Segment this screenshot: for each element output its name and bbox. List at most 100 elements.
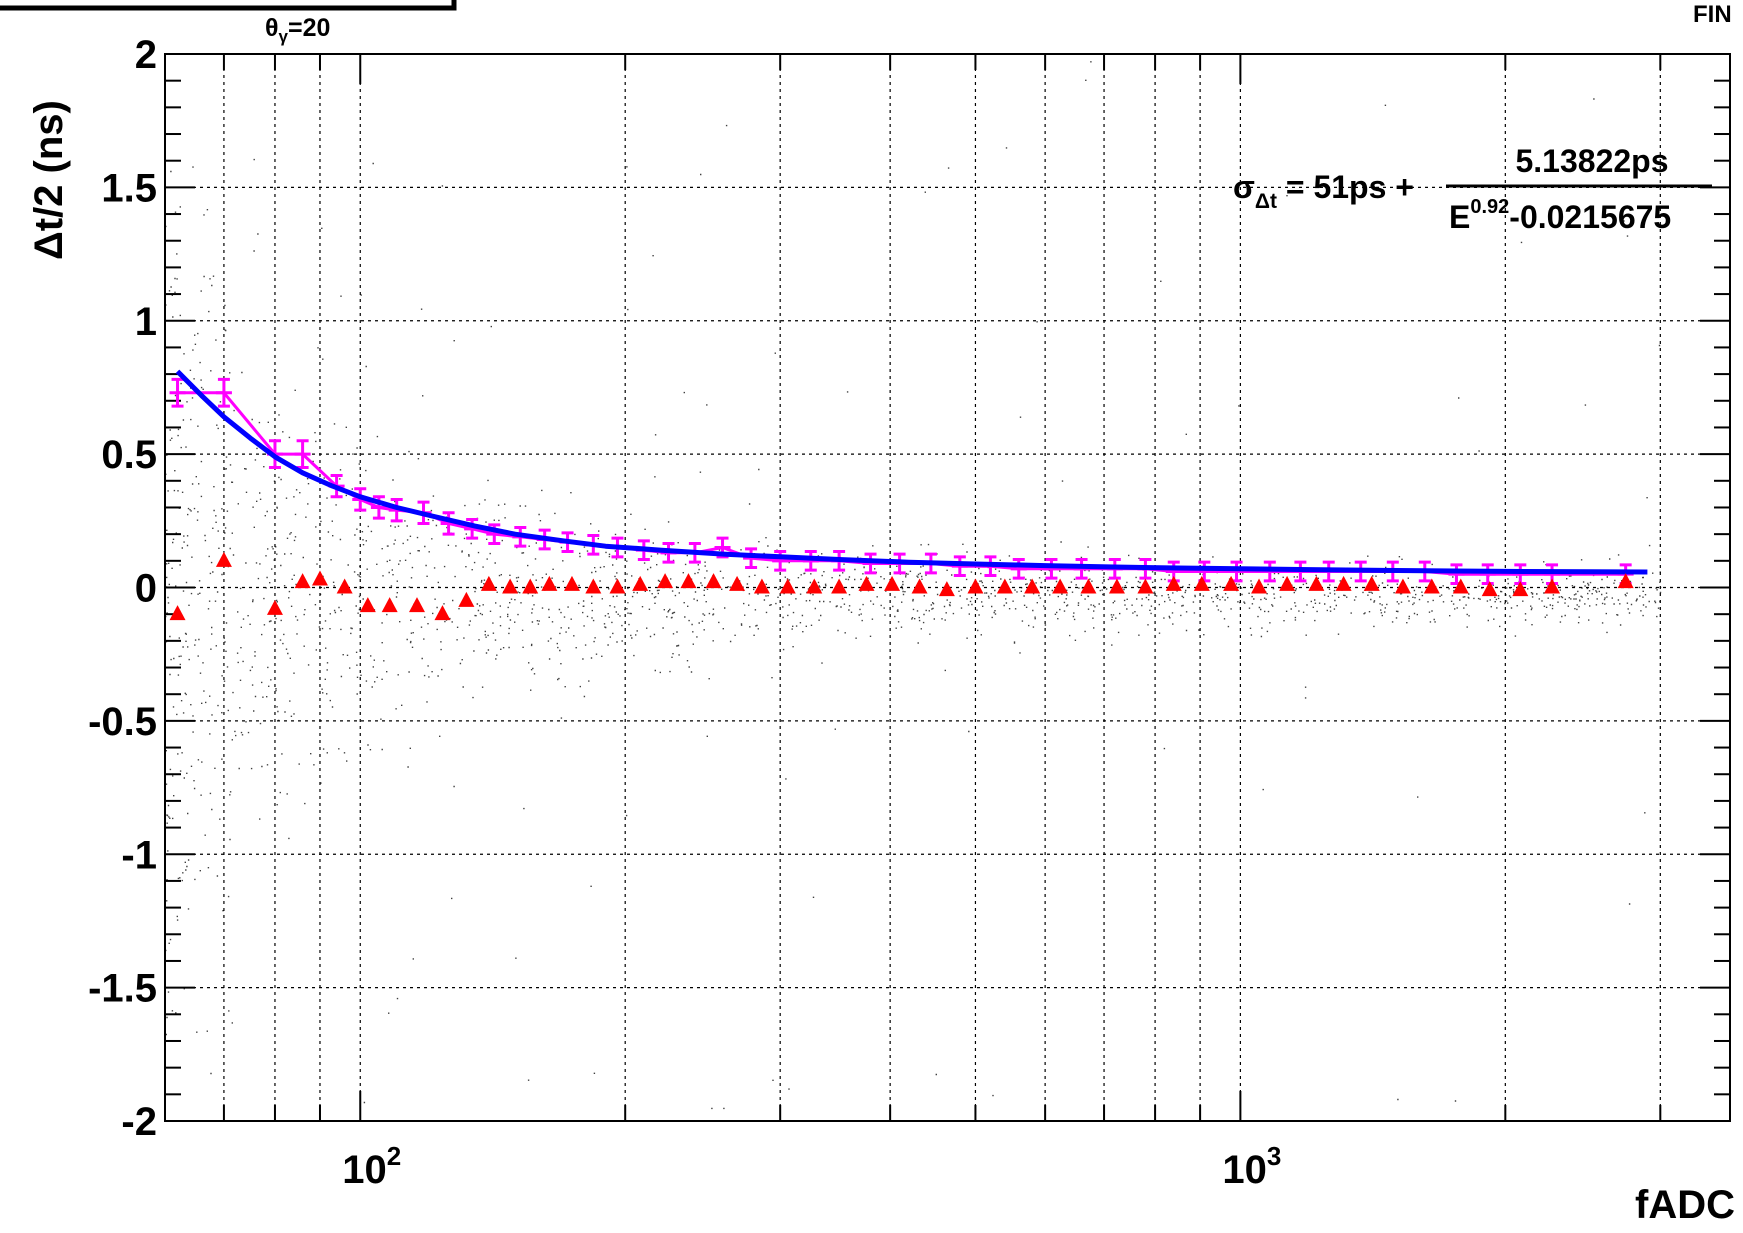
- y-tick-label: 1.5: [101, 166, 157, 210]
- legend-box-frame: [0, 0, 457, 11]
- mean-point: [1251, 578, 1268, 594]
- mean-point: [1108, 578, 1125, 594]
- mean-point: [215, 551, 232, 567]
- mean-point: [1617, 573, 1634, 589]
- legend-box: [0, 0, 457, 11]
- sigma-point: [1479, 563, 1496, 585]
- mean-point: [502, 578, 519, 594]
- sigma-point: [1165, 560, 1182, 583]
- mean-point: [609, 578, 626, 594]
- mean-point: [266, 599, 283, 615]
- sigma-point: [440, 511, 457, 536]
- mean-series: [169, 551, 1634, 621]
- mean-point: [1423, 578, 1440, 594]
- y-tick-label: -1.5: [88, 967, 157, 1011]
- mean-point: [1512, 581, 1529, 597]
- formula-sigma: σ: [1233, 169, 1255, 205]
- theta-subscript: γ: [279, 27, 289, 46]
- sigma-point: [388, 497, 405, 523]
- sigma-point: [1512, 563, 1529, 585]
- mean-point: [938, 581, 955, 597]
- mean-point: [1279, 575, 1296, 591]
- mean-point: [1452, 578, 1469, 594]
- y-tick-label: 2: [135, 33, 157, 77]
- mean-point: [1024, 578, 1041, 594]
- mean-point: [1363, 575, 1380, 591]
- sigma-point: [370, 495, 387, 520]
- mean-point: [806, 578, 823, 594]
- x-tick-label: 103: [1222, 1141, 1281, 1192]
- sigma-point: [743, 547, 760, 569]
- sigma-point: [772, 549, 789, 572]
- y-tick-label: -2: [121, 1100, 157, 1144]
- x-axis-title: fADC: [1635, 1183, 1735, 1227]
- mean-point: [169, 605, 186, 621]
- mean-point: [1137, 578, 1154, 594]
- mean-point: [522, 578, 539, 594]
- mean-point: [680, 573, 697, 589]
- sigma-point: [802, 549, 819, 572]
- sigma-point: [714, 536, 731, 559]
- mean-point: [563, 575, 580, 591]
- formula-sigma-sub: Δt: [1255, 190, 1277, 213]
- sigma-point: [215, 377, 232, 408]
- mean-point: [632, 575, 649, 591]
- sigma-point: [1010, 557, 1027, 580]
- mean-point: [1335, 575, 1352, 591]
- mean-point: [967, 578, 984, 594]
- mean-point: [480, 575, 497, 591]
- fit-formula: σΔt = 51ps + 5.13822ps E0.92-0.0215675: [1233, 143, 1712, 235]
- mean-point: [858, 575, 875, 591]
- mean-point: [1080, 578, 1097, 594]
- y-tick-label: -1: [121, 833, 157, 877]
- formula-denominator-exp: 0.92: [1470, 196, 1509, 218]
- y-tick-label: 0.5: [101, 433, 157, 477]
- formula-lhs-rest: = 51ps +: [1277, 169, 1414, 205]
- sigma-point: [352, 487, 369, 512]
- mean-point: [1165, 575, 1182, 591]
- mean-point: [1308, 575, 1325, 591]
- x-tick-label: 102: [342, 1141, 401, 1192]
- sigma-point: [169, 377, 186, 408]
- x-tick-labels: 102 103: [342, 1141, 1281, 1192]
- sigma-point: [294, 439, 311, 469]
- sigma-point: [486, 523, 503, 545]
- sigma-point: [1544, 563, 1561, 585]
- mean-point: [1223, 575, 1240, 591]
- theta-value: =20: [288, 14, 330, 42]
- mean-point: [434, 605, 451, 621]
- mean-point: [381, 597, 398, 613]
- mean-point: [779, 578, 796, 594]
- mean-point: [996, 578, 1013, 594]
- mean-point: [911, 578, 928, 594]
- mean-point: [294, 573, 311, 589]
- mean-point: [585, 578, 602, 594]
- sigma-point: [951, 555, 968, 577]
- mean-point: [1544, 578, 1561, 594]
- mean-point: [884, 575, 901, 591]
- y-axis-title: Δt/2 (ns): [27, 100, 71, 260]
- mean-point: [336, 578, 353, 594]
- mean-point: [311, 570, 328, 586]
- sigma-point: [1196, 560, 1213, 583]
- sigma-point: [862, 552, 879, 575]
- mean-point: [1394, 578, 1411, 594]
- theta-label: θγ=20: [265, 14, 330, 46]
- sigma-point: [1043, 557, 1060, 580]
- mean-point: [1481, 581, 1498, 597]
- y-tick-label: 1: [135, 300, 157, 344]
- sigma-point: [464, 517, 481, 540]
- mean-point: [657, 573, 674, 589]
- sigma-point: [1448, 563, 1465, 585]
- formula-lhs: σΔt = 51ps +: [1233, 169, 1414, 213]
- mean-point: [705, 573, 722, 589]
- y-tick-label: 0: [135, 567, 157, 611]
- plot-border: [164, 53, 1731, 1122]
- mean-point: [359, 597, 376, 613]
- theta-symbol: θ: [265, 14, 279, 42]
- mean-point: [1193, 575, 1210, 591]
- mean-point: [408, 597, 425, 613]
- mean-point: [1052, 578, 1069, 594]
- corner-label: FIN: [1693, 1, 1732, 28]
